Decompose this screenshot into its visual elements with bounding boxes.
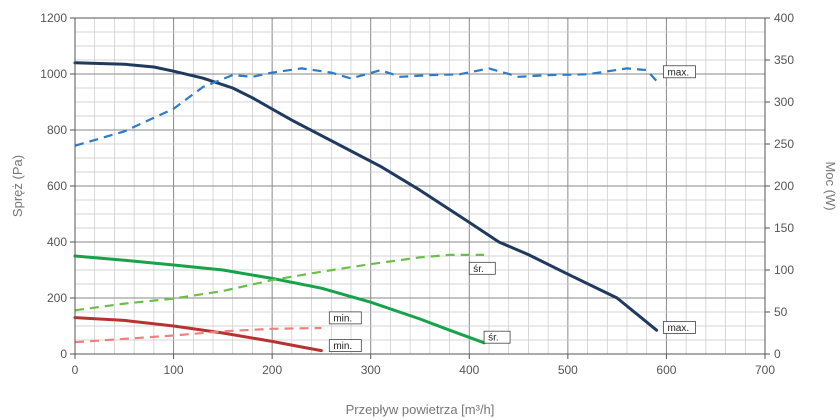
series-min-line xyxy=(73,316,323,353)
x-axis-title: Przepływ powietrza [m³/h] xyxy=(346,402,495,417)
series-sr-line xyxy=(73,254,486,345)
x-tick-label: 100 xyxy=(164,363,184,377)
curve-label: min. xyxy=(328,339,362,353)
y-tick-label: 400 xyxy=(47,235,67,249)
series-max-power-line xyxy=(74,67,658,147)
y2-tick-label: 350 xyxy=(774,53,794,67)
x-tick-label: 200 xyxy=(262,363,282,377)
series-sr-power-line xyxy=(74,253,485,312)
curve-label-box xyxy=(483,330,511,344)
series-min-power-line xyxy=(74,326,322,344)
y-tick-label: 200 xyxy=(47,291,67,305)
curve-label-box xyxy=(663,320,696,334)
x-tick-label: 300 xyxy=(361,363,381,377)
curve-label-text: min. xyxy=(333,313,352,324)
curve-label-text: min. xyxy=(333,341,352,352)
curve-label: max. xyxy=(663,320,696,334)
series-group xyxy=(73,61,659,353)
y-tick-label: 0 xyxy=(60,347,67,361)
y2-tick-label: 300 xyxy=(774,95,794,109)
curve-label-text: max. xyxy=(667,67,689,78)
y2-axis-title: Moc (W) xyxy=(823,161,838,210)
curve-label-text: śr. xyxy=(488,333,499,344)
y2-tick-label: 100 xyxy=(774,263,794,277)
curve-label-text: max. xyxy=(667,323,689,334)
curve-label-box xyxy=(663,65,696,79)
curve-labels: max. max. śr. śr. min. min. xyxy=(328,65,696,353)
x-tick-label: 0 xyxy=(72,363,79,377)
y2-tick-label: 250 xyxy=(774,137,794,151)
y-tick-label: 800 xyxy=(47,123,67,137)
y-axis-title: Spręż (Pa) xyxy=(10,155,25,217)
curve-label-text: śr. xyxy=(473,264,484,275)
curve-label: min. xyxy=(328,311,362,325)
curve-label: śr. xyxy=(468,261,496,275)
axes: 0200400600800100012000501001502002503003… xyxy=(40,11,794,377)
y2-tick-label: 150 xyxy=(774,221,794,235)
y-tick-label: 1000 xyxy=(40,67,67,81)
y-tick-label: 600 xyxy=(47,179,67,193)
curve-label-box xyxy=(468,261,496,275)
series-max-line xyxy=(73,61,659,332)
y-tick-label: 1200 xyxy=(40,11,67,25)
curve-label: max. xyxy=(663,65,696,79)
grid xyxy=(75,18,765,354)
x-tick-label: 400 xyxy=(459,363,479,377)
y2-tick-label: 400 xyxy=(774,11,794,25)
curve-label-box xyxy=(328,311,362,325)
y2-tick-label: 50 xyxy=(774,305,788,319)
x-tick-label: 700 xyxy=(755,363,775,377)
y2-tick-label: 200 xyxy=(774,179,794,193)
curve-label: śr. xyxy=(483,330,511,344)
x-tick-label: 500 xyxy=(558,363,578,377)
y2-tick-label: 0 xyxy=(774,347,781,361)
curve-label-box xyxy=(328,339,362,353)
x-tick-label: 600 xyxy=(656,363,676,377)
